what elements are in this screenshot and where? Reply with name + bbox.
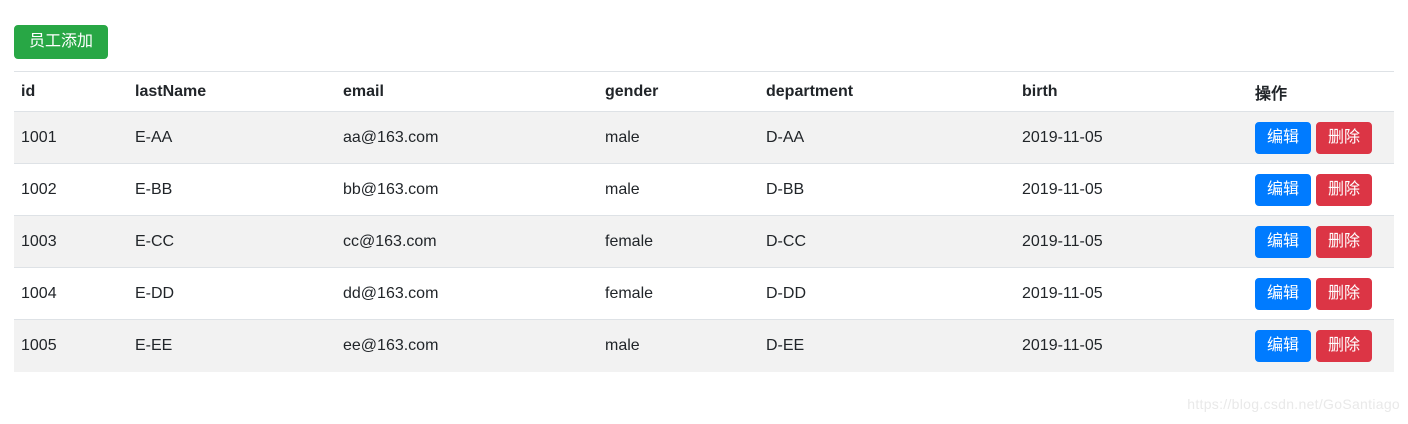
cell-gender: female [598, 267, 759, 320]
cell-email: aa@163.com [343, 128, 439, 146]
cell-id: 1002 [14, 163, 128, 216]
delete-button[interactable]: 删除 [1316, 329, 1373, 363]
column-header-id: id [14, 71, 128, 113]
table-row: 1005 E-EE ee@163.com male D-EE 2019-11-05 编辑 删除 [14, 319, 1394, 372]
cell-department: D-AA [766, 128, 805, 146]
edit-button[interactable]: 编辑 [1255, 277, 1312, 311]
cell-department: D-CC [759, 215, 1015, 268]
edit-button[interactable]: 编辑 [1255, 173, 1312, 207]
column-header-ops: 操作 [1248, 71, 1394, 113]
column-header-lastName: lastName [128, 71, 336, 113]
toolbar: 员工添加 [0, 0, 1408, 71]
column-header-email: email [336, 71, 598, 113]
cell-lastName: E-EE [128, 319, 336, 372]
cell-id: 1005 [14, 319, 128, 372]
cell-gender: male [605, 128, 640, 146]
column-header-birth: birth [1015, 71, 1248, 113]
cell-email: ee@163.com [336, 319, 598, 372]
cell-gender: female [598, 215, 759, 268]
cell-lastName: E-CC [128, 215, 336, 268]
cell-birth: 2019-11-05 [1015, 163, 1248, 216]
edit-button[interactable]: 编辑 [1255, 225, 1312, 259]
cell-email: bb@163.com [336, 163, 598, 216]
edit-button[interactable]: 编辑 [1255, 121, 1312, 155]
cell-lastName: E-BB [128, 163, 336, 216]
cell-department: D-DD [759, 267, 1015, 320]
delete-button[interactable]: 删除 [1316, 121, 1373, 155]
table-row: 1001 E-AA aa@163.com male D-AA 2019-11-05 编辑 删除 [14, 111, 1394, 164]
cell-id: 1001 [21, 128, 57, 146]
cell-department: D-EE [759, 319, 1015, 372]
cell-actions: 编辑 删除 [1248, 163, 1394, 216]
cell-lastName: E-DD [128, 267, 336, 320]
cell-id: 1003 [14, 215, 128, 268]
cell-birth: 2019-11-05 [1022, 128, 1103, 146]
cell-email: dd@163.com [336, 267, 598, 320]
table-row: 1004 E-DD dd@163.com female D-DD 2019-11-05 编辑… [14, 267, 1394, 320]
watermark: https://blog.csdn.net/GoSantiago [1187, 396, 1400, 412]
header-row: id lastName email gender department birth 操作 [14, 71, 1394, 113]
cell-email: cc@163.com [336, 215, 598, 268]
add-employee-button[interactable]: 员工添加 [14, 25, 109, 60]
cell-actions: 编辑 删除 [1248, 215, 1394, 268]
delete-button[interactable]: 删除 [1316, 225, 1373, 259]
cell-gender: male [598, 319, 759, 372]
table-body: 1001 E-AA aa@163.com male D-AA 2019-11-05 编辑 删除… [14, 111, 1394, 372]
column-header-gender: gender [598, 71, 759, 113]
cell-actions: 编辑 删除 [1248, 112, 1394, 164]
cell-birth: 2019-11-05 [1015, 215, 1248, 268]
table-header: id lastName email gender department birth 操作 [14, 71, 1394, 113]
cell-birth: 2019-11-05 [1015, 319, 1248, 372]
delete-button[interactable]: 删除 [1316, 173, 1373, 207]
cell-birth: 2019-11-05 [1015, 267, 1248, 320]
cell-actions: 编辑 删除 [1248, 267, 1394, 320]
column-header-department: department [759, 71, 1015, 113]
cell-department: D-BB [759, 163, 1015, 216]
employee-table: id lastName email gender department birth 操作 1… [14, 71, 1394, 372]
cell-gender: male [598, 163, 759, 216]
cell-lastName: E-AA [135, 128, 173, 146]
delete-button[interactable]: 删除 [1316, 277, 1373, 311]
cell-id: 1004 [14, 267, 128, 320]
cell-actions: 编辑 删除 [1248, 319, 1394, 372]
table-row: 1003 E-CC cc@163.com female D-CC 2019-11-05 编辑… [14, 215, 1394, 268]
edit-button[interactable]: 编辑 [1255, 329, 1312, 363]
table-row: 1002 E-BB bb@163.com male D-BB 2019-11-05 编辑 删除 [14, 163, 1394, 216]
